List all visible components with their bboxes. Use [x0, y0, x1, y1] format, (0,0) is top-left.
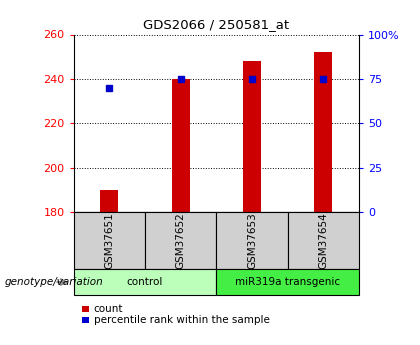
Text: percentile rank within the sample: percentile rank within the sample — [94, 315, 270, 325]
Title: GDS2066 / 250581_at: GDS2066 / 250581_at — [143, 18, 289, 31]
Bar — [172, 79, 189, 212]
Text: GSM37651: GSM37651 — [104, 212, 114, 269]
Text: miR319a transgenic: miR319a transgenic — [235, 277, 340, 287]
Text: genotype/variation: genotype/variation — [4, 277, 103, 287]
Bar — [243, 61, 261, 212]
Text: count: count — [94, 304, 123, 314]
Bar — [100, 190, 118, 212]
Text: control: control — [127, 277, 163, 287]
Bar — [315, 52, 332, 212]
Text: GSM37653: GSM37653 — [247, 212, 257, 269]
Text: GSM37654: GSM37654 — [318, 212, 328, 269]
Text: GSM37652: GSM37652 — [176, 212, 186, 269]
